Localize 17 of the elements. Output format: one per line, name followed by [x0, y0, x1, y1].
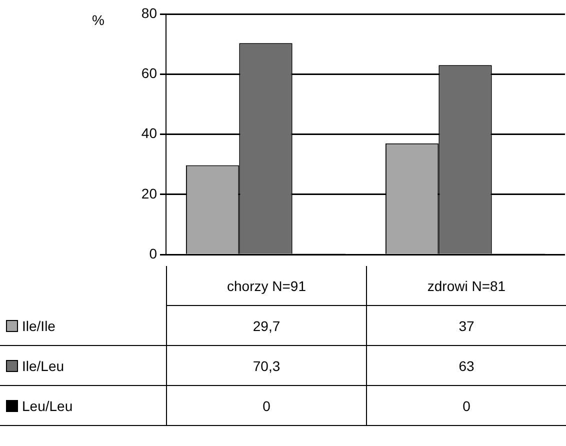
data-label: 0	[166, 386, 366, 426]
data-label: 37	[366, 306, 566, 346]
y-tick-label: 60	[141, 65, 158, 82]
data-label: 70,3	[166, 346, 366, 386]
data-label: 0	[366, 386, 566, 426]
data-label: 63	[366, 346, 566, 386]
y-tick-label: 20	[141, 185, 158, 202]
y-tick-label: 0	[149, 245, 158, 262]
legend-label: Ile/Ile	[22, 318, 56, 334]
legend-label: Ile/Leu	[22, 358, 64, 374]
y-tick-label: 40	[141, 125, 158, 142]
y-tick-label: 80	[141, 4, 158, 21]
x-tick-label: chorzy N=91	[166, 266, 366, 306]
data-label: 29,7	[166, 306, 366, 346]
x-tick-label: zdrowi N=81	[366, 266, 566, 306]
legend-label: Leu/Leu	[22, 398, 73, 414]
y-axis-title: %	[92, 12, 104, 28]
